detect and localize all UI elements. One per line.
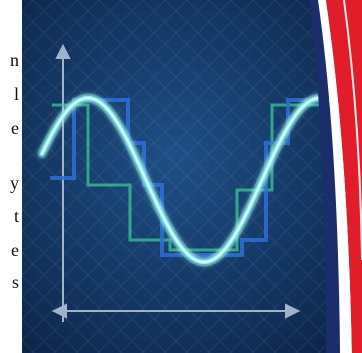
- cropped-body-text: n l e y t e s: [0, 0, 24, 353]
- y-axis-arrowhead: [55, 43, 71, 59]
- square-wave-green: [52, 103, 332, 252]
- x-axis-left-arrowhead: [51, 303, 67, 319]
- text-fragment: l: [13, 84, 19, 104]
- text-fragment: n: [10, 50, 19, 70]
- text-fragment: s: [11, 272, 19, 292]
- text-fragment: t: [13, 206, 19, 226]
- ribbon-white-stripe: [318, 0, 352, 353]
- ribbon-navy-stripe: [310, 0, 340, 353]
- decorative-ribbon: [310, 0, 362, 353]
- text-fragment: e: [11, 118, 19, 138]
- sine-wave: [37, 93, 345, 267]
- waveform-illustration: [22, 0, 362, 353]
- ribbon-highlight-line: [343, 0, 362, 261]
- axes: [51, 43, 301, 322]
- x-axis-right-arrowhead: [285, 303, 301, 319]
- diamond-pattern: [22, 0, 362, 353]
- text-fragment: e: [11, 240, 19, 260]
- text-fragment: y: [10, 173, 19, 193]
